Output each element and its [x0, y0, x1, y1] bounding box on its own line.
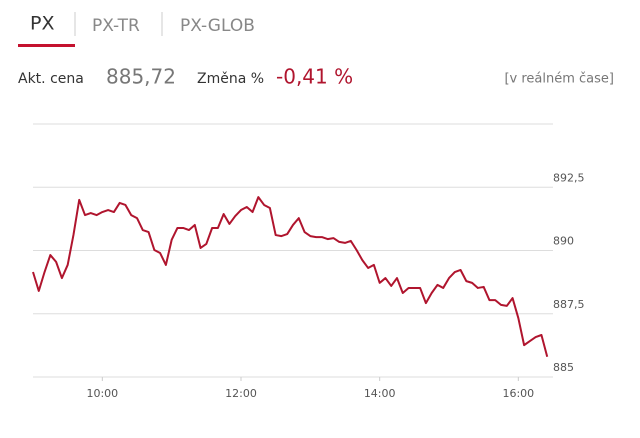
x-tick-label: 16:00 [502, 387, 534, 400]
y-tick-label: 892,5 [553, 171, 585, 184]
x-tick-label: 12:00 [225, 387, 257, 400]
y-tick-label: 890 [553, 235, 574, 248]
tab[interactable]: PX-GLOB [180, 16, 255, 36]
y-tick-label: 887,5 [553, 298, 585, 311]
y-tick-label: 885 [553, 361, 574, 374]
price-label: Akt. cena [18, 71, 84, 87]
x-tick-label: 10:00 [86, 387, 118, 400]
change-label: Změna % [197, 71, 264, 87]
realtime-note: [v reálném čase] [504, 72, 614, 87]
change: -0,41 % [276, 65, 353, 89]
tab[interactable]: PX-TR [92, 16, 140, 36]
price-line [32, 196, 549, 358]
price: 885,72 [106, 65, 176, 89]
tab-active[interactable]: PX [30, 13, 54, 35]
x-tick-label: 14:00 [364, 387, 396, 400]
tab-underline [18, 44, 75, 47]
